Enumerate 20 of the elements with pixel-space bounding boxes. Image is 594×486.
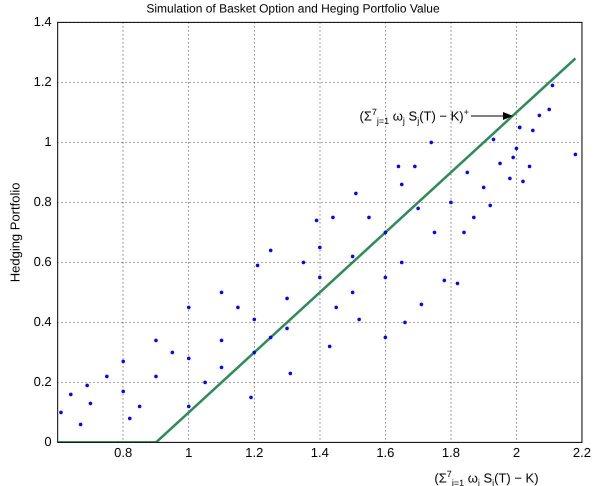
y-tick-label: 0.8 bbox=[34, 194, 52, 209]
x-tick-label: 1 bbox=[185, 444, 192, 460]
y-tick-label: 1.2 bbox=[34, 74, 52, 89]
x-tick-label: 2.2 bbox=[572, 444, 592, 460]
y-tick-label: 1.4 bbox=[34, 14, 52, 29]
x-tick-label: 1.6 bbox=[376, 444, 394, 460]
x-tick-label: 0.8 bbox=[114, 444, 132, 460]
y-tick-label: 0.2 bbox=[34, 374, 52, 389]
y-tick-label: 0.4 bbox=[34, 314, 52, 329]
text: (Σ$^{7}$$_{j=1}$ ω$_{j}$ S$_{j}$(T) − K)$^{+}$ bbox=[359, 106, 469, 126]
x-axis-title: (Σ$^{7}$$_{i=1}$ ω$_{i}$ S$_{i}$(T) − K) bbox=[432, 464, 541, 486]
x-tick-label: 1.2 bbox=[245, 444, 264, 460]
x-tick-label: 1.4 bbox=[310, 444, 329, 460]
chart-title: Simulation of Basket Option and Heging Portfolio Value bbox=[146, 2, 440, 16]
x-tick-label: 2 bbox=[512, 444, 520, 460]
y-tick-label: 0 bbox=[44, 434, 52, 449]
y-tick-label: 1 bbox=[44, 134, 52, 149]
y-tick-label: 0.6 bbox=[34, 254, 52, 269]
y-axis-title: Hedging Portfolio bbox=[7, 182, 22, 282]
x-tick-label: 1.8 bbox=[442, 444, 460, 460]
